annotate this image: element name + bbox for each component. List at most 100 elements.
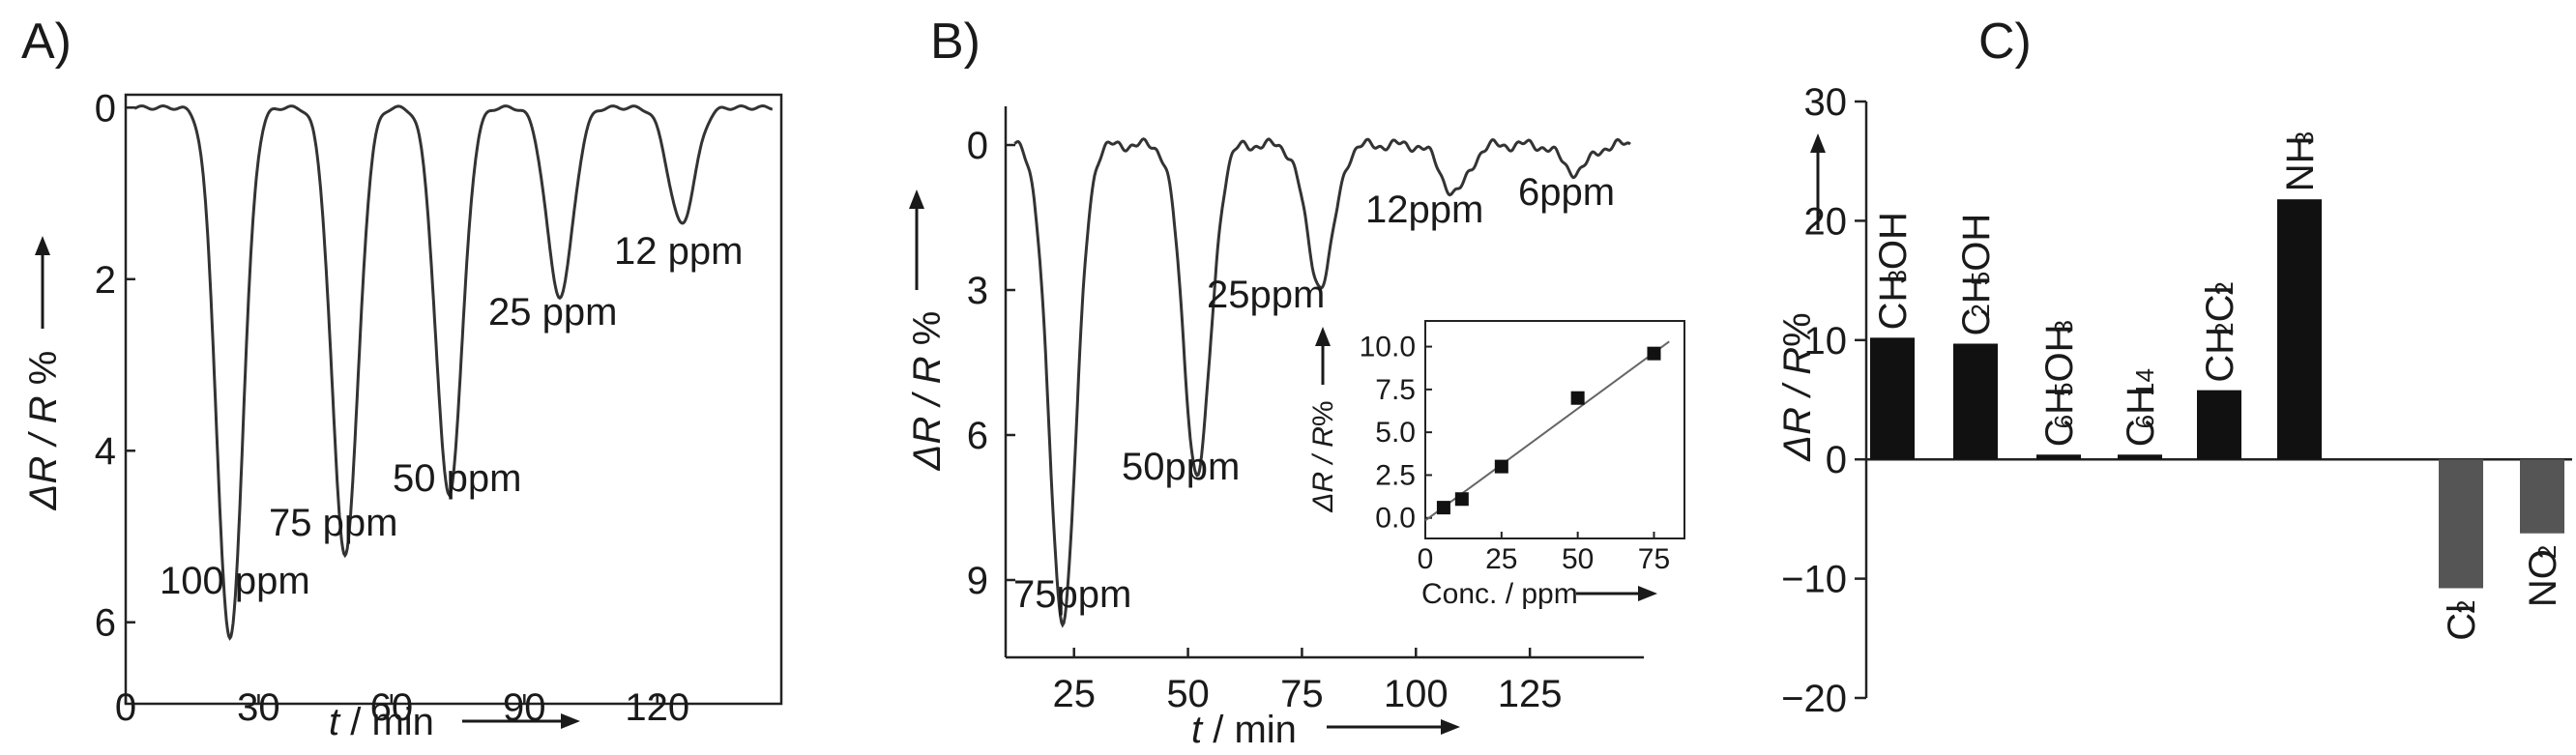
category-label: Cl2: [2441, 599, 2483, 640]
category-label: C6H5OH3: [2038, 320, 2081, 447]
y-tick-label: 4: [95, 430, 116, 473]
category-label-text: C: [1955, 308, 1998, 336]
y-axis-arrow-head: [909, 189, 924, 209]
y-tick-label: 2: [95, 259, 116, 302]
bar: [2520, 459, 2564, 534]
dip-label: 12 ppm: [614, 230, 743, 273]
category-label: NH3: [2279, 131, 2322, 191]
y-axis-arrow: [35, 236, 50, 329]
inset-x-tick-label: 50: [1562, 543, 1594, 575]
y-tick-label: 0: [95, 87, 116, 130]
x-tick-label: 60: [370, 686, 414, 729]
inset-y-tick-label: 10.0: [1360, 332, 1416, 363]
x-axis-arrow: [462, 713, 580, 729]
y-axis-arrow: [909, 189, 924, 290]
panel-b: B) 25 50 75 100 125 0 3 6 9 75ppm 50ppm 25ppm 12ppm 6p…: [906, 14, 1685, 751]
category-label-subscript: 2: [2210, 281, 2239, 295]
y-tick-label: 10: [1804, 320, 1848, 363]
category-label-text: OH: [2038, 325, 2081, 383]
inset-y-tick-label: 5.0: [1375, 417, 1416, 449]
x-axis-arrow-head: [561, 713, 580, 729]
category-label-text: OH: [1955, 214, 1998, 272]
inset-data-point: [1494, 459, 1508, 474]
bar: [2277, 199, 2322, 460]
inset-y-axis-arrow-head: [1315, 327, 1331, 346]
series-line: [133, 103, 774, 641]
bar: [2197, 390, 2241, 460]
y-axis-label: ΔR / R %: [22, 351, 65, 511]
category-label-subscript: 14: [2130, 368, 2159, 396]
dip-label: 12ppm: [1365, 189, 1483, 231]
category-label-subscript: 2: [1966, 304, 1995, 317]
bar: [2118, 454, 2162, 460]
inset-data-point: [1436, 501, 1450, 515]
dip-label: 75 ppm: [269, 502, 397, 544]
inset-chart: 0 25 50 75 0.0 2.5 5.0 7.5 10.0 Conc. / ppm ΔR / R…: [1307, 320, 1685, 610]
dip-label: 25ppm: [1207, 274, 1325, 316]
category-label-text: C: [2120, 419, 2162, 447]
category-label-subscript: 2: [2210, 322, 2239, 335]
inset-y-tick-label: 2.5: [1375, 459, 1416, 491]
category-label-subscript: 3: [2049, 320, 2078, 334]
category-label: CH2Cl2: [2199, 281, 2241, 383]
panel-b-label: B): [930, 14, 981, 70]
category-label-text: H: [2038, 387, 2081, 415]
inset-y-axis-unit: %: [1307, 400, 1339, 426]
inset-y-axis-arrow: [1315, 327, 1331, 385]
x-axis-arrow-head: [1441, 719, 1460, 735]
bar: [1953, 343, 1998, 460]
category-label-subscript: 6: [2049, 415, 2078, 428]
inset-x-axis-arrow-head: [1638, 586, 1657, 601]
dip-label: 25 ppm: [488, 291, 617, 334]
bar: [2036, 454, 2081, 460]
category-label-text: NO: [2522, 549, 2564, 607]
dip-label: 6ppm: [1518, 171, 1615, 214]
category-label: CH3OH: [1872, 212, 1915, 330]
category-label-subscript: 2: [2532, 545, 2561, 559]
category-label-text: NH: [2279, 135, 2322, 191]
x-tick-label: 0: [115, 686, 136, 729]
category-label-text: CH: [2199, 327, 2241, 383]
category-label-subscript: 3: [2290, 131, 2319, 145]
x-axis-arrow: [1327, 719, 1460, 735]
y-axis-label: ΔR / R %: [906, 311, 949, 472]
category-label-text: OH: [1872, 212, 1915, 270]
y-tick-label: −20: [1781, 678, 1847, 720]
category-label: C6H14: [2120, 368, 2162, 447]
x-axis-label: t / min: [329, 701, 434, 743]
y-axis-label-unit: %: [906, 311, 949, 357]
category-label-text: CH: [1872, 275, 1915, 331]
y-axis-arrow-head: [35, 236, 50, 255]
inset-x-axis-label: Conc. / ppm: [1421, 578, 1578, 610]
y-tick-label: 30: [1804, 81, 1848, 124]
y-tick-label: 0: [1826, 439, 1847, 481]
panel-a-label: A): [21, 14, 72, 70]
inset-x-tick-label: 75: [1638, 543, 1670, 575]
dip-label: 50 ppm: [393, 457, 521, 500]
inset-y-tick-label: 0.0: [1375, 503, 1416, 535]
y-axis-label-var: ΔR / R: [906, 356, 949, 471]
x-tick-label: 75: [1280, 673, 1324, 715]
x-tick-label: 100: [1384, 673, 1449, 715]
y-axis-label-var: ΔR / R: [1776, 347, 1819, 462]
x-axis-unit: / min: [339, 701, 434, 743]
y-tick-label: 6: [95, 602, 116, 645]
y-axis-label-var: ΔR / R: [22, 395, 65, 510]
category-label-text: H: [2120, 387, 2162, 415]
category-label-subscript: 3: [1883, 270, 1912, 283]
y-tick-label: 0: [967, 125, 988, 167]
category-label-text: Cl: [2441, 604, 2483, 641]
series-line: [1013, 137, 1631, 628]
y-axis-arrow: [1810, 133, 1826, 230]
inset-fit-line: [1424, 340, 1670, 522]
panel-c-label: C): [1978, 14, 2032, 70]
y-axis-label: ΔR / R%: [1776, 312, 1819, 462]
y-tick-label: 6: [967, 415, 988, 457]
dip-label: 50ppm: [1122, 446, 1240, 488]
y-tick-label: 3: [967, 270, 988, 312]
x-axis-label: t / min: [1191, 709, 1297, 751]
inset-y-axis-label: ΔR / R%: [1307, 400, 1339, 512]
